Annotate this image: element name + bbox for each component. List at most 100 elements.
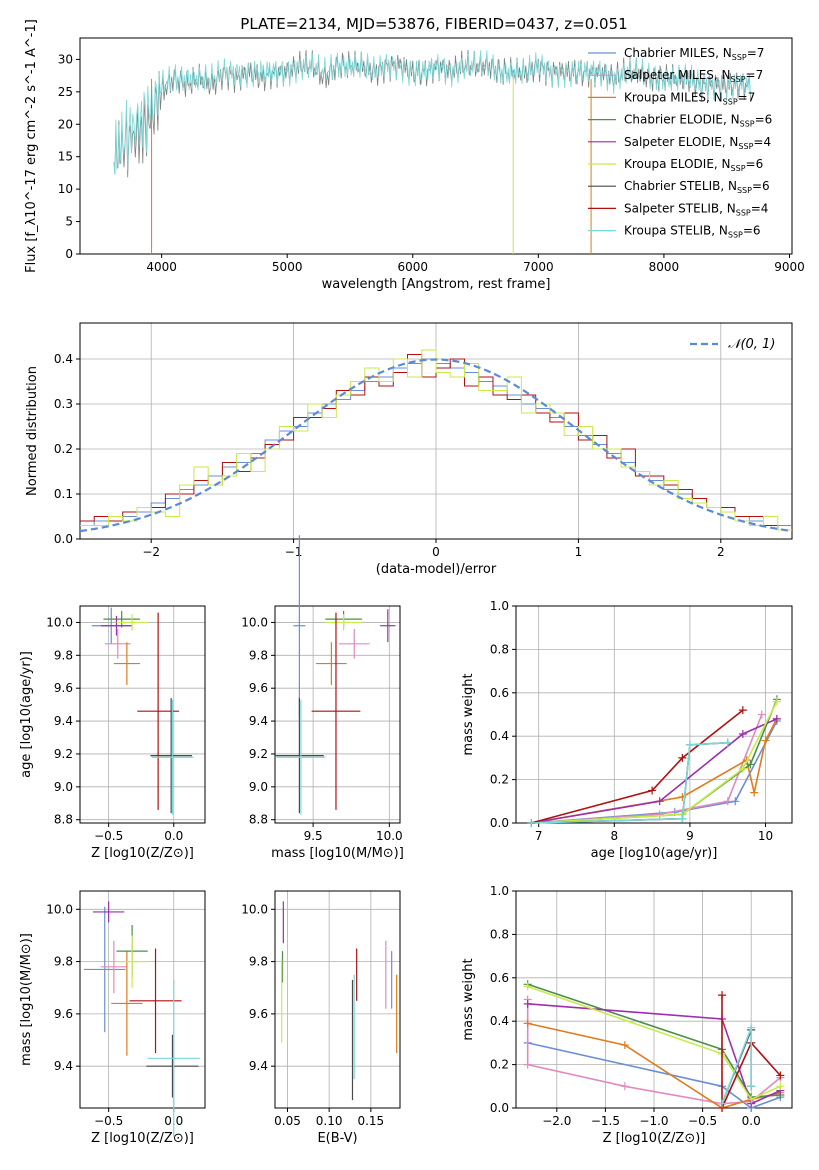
y-tick-label: 8.8 [249,813,268,827]
z-weight-panel: −2.0 −1.5 −1.0 −0.5 0.0 0.0 0.2 0.4 0.6 0.8 1.0 Z [… [461,884,793,1146]
z-mass-panel: −0.5 0.09.49.69.810.0Z [log10(Z/Z⊙)]mass … [19,890,206,1146]
axes-frame [274,890,401,1109]
axes-frame [274,605,401,824]
weight-line-salpeter-elodie-marker [772,714,781,723]
y-tick-label: 0.6 [490,971,509,985]
y-tick-label: 15 [58,150,73,164]
weight-line-kroupa-elodie-marker [523,982,532,991]
x-tick-label: 0.05 [274,1114,301,1128]
y-tick-label: 10.0 [241,615,268,629]
y-tick-label: 0.8 [490,642,509,656]
weight-line-kroupa-stelib-marker [747,1023,756,1032]
y-tick-label: 0.0 [490,816,509,830]
y-tick-label: 0.1 [54,487,73,501]
weight-line-salpeter-miles-marker [723,797,732,806]
y-tick-label: 9.8 [249,648,268,662]
y-axis-label: mass weight [461,958,476,1040]
weight-line-chabrier-miles-marker [731,797,740,806]
weight-line-kroupa-stelib-marker [747,1082,756,1091]
weight-line-kroupa-miles-marker [750,788,759,797]
y-tick-label: 0.0 [490,1101,509,1115]
y-tick-label: 0.2 [490,1058,509,1072]
y-tick-label: 9.8 [54,648,73,662]
weight-line-salpeter-stelib-marker [648,786,657,795]
x-tick-label: −0.5 [688,1114,717,1128]
y-tick-label: 10 [58,182,73,196]
y-tick-label: 10.0 [46,902,73,916]
legend-entry: Salpeter MILES, NSSP=7 [624,68,763,84]
legend-entry: Chabrier STELIB, NSSP=6 [624,179,770,195]
y-tick-label: 0 [65,247,73,261]
y-tick-label: 0.2 [490,773,509,787]
weight-line-salpeter-miles-marker [655,810,664,819]
y-tick-label: 30 [58,52,73,66]
x-tick-label: 9.5 [304,829,323,843]
x-tick-label: 0.0 [164,829,183,843]
spectrum-panel: 4000 5000 6000 7000 8000 9000 0 5 10 15 20 25 30 wave… [24,19,805,292]
x-tick-label: −2 [142,545,160,559]
weight-line-kroupa-stelib-marker [718,1099,727,1108]
legend-entry: Kroupa STELIB, NSSP=6 [624,224,761,240]
y-axis-label: Flux [f_λ10^-17 erg cm^-2 s^-1 A^-1] [24,19,39,273]
y-tick-label: 20 [58,117,73,131]
weight-line-salpeter-miles-marker [757,710,766,719]
weight-line-kroupa-stelib [531,741,728,824]
x-tick-label: −2.0 [542,1114,571,1128]
weight-line-salpeter-stelib-marker [678,753,687,762]
x-axis-label: Z [log10(Z/Z⊙)] [91,846,194,861]
weight-line-salpeter-stelib-marker [718,991,727,1000]
weight-line-kroupa-stelib-marker [527,819,536,827]
weight-line-kroupa-stelib-marker [685,740,694,749]
z-age-panel: −0.5 0.0 8.8 9.0 9.2 9.4 9.6 9.8 10.0 Z [log10(Z/… [19,605,206,861]
weight-line-kroupa-elodie-marker [747,1095,756,1104]
y-tick-label: 9.2 [249,747,268,761]
weight-line-chabrier-miles [527,1042,781,1109]
legend-entry: Salpeter STELIB, NSSP=4 [624,201,768,217]
legend-entry: Chabrier MILES, NSSP=7 [624,46,764,62]
x-tick-label: 0.10 [316,1114,343,1128]
weight-line-kroupa-miles-marker [620,1041,629,1050]
y-tick-label: 8.8 [54,813,73,827]
weight-line-salpeter-elodie-marker [523,999,532,1008]
residual-panel: −2 −1 0 1 2 0.0 0.1 0.2 0.3 0.4 (data-model)/error… [25,322,793,577]
weight-line-chabrier-elodie [527,983,781,1099]
weight-line-kroupa-miles-marker [761,736,770,745]
y-tick-label: 9.4 [249,1059,268,1073]
y-tick-label: 0.3 [54,397,73,411]
y-tick-label: 1.0 [490,599,509,613]
y-tick-label: 25 [58,85,73,99]
y-tick-label: 0.2 [54,442,73,456]
mass-age-panel: 9.5 10.0 8.8 9.0 9.2 9.4 9.6 9.8 10.0 mass [log10… [241,535,404,861]
x-tick-label: 10.0 [376,829,403,843]
x-tick-label: 9 [686,829,694,843]
y-tick-label: 1.0 [490,884,509,898]
y-tick-label: 10.0 [241,902,268,916]
weight-line-salpeter-elodie-marker [738,730,747,739]
legend-entry: Salpeter ELODIE, NSSP=4 [624,135,771,151]
weight-line-salpeter-elodie [530,718,778,824]
x-tick-label: −0.5 [94,829,123,843]
age-weight-panel: 7 8 9 10 0.0 0.2 0.4 0.6 0.8 1.0 age [log10(age/yr… [461,599,793,861]
y-tick-label: 0.4 [490,729,509,743]
histogram-kroupa-elodie [80,349,792,531]
y-tick-label: 10.0 [46,615,73,629]
x-tick-label: 10 [758,829,773,843]
y-tick-label: 9.8 [54,955,73,969]
x-tick-label: −1 [285,545,303,559]
y-tick-label: 9.0 [249,780,268,794]
legend-entry: Kroupa MILES, NSSP=7 [624,90,755,106]
weight-line-chabrier-stelib [531,741,728,824]
x-tick-label: 2 [717,545,725,559]
y-tick-label: 9.6 [54,681,73,695]
y-tick-label: 9.4 [54,714,73,728]
x-tick-label: 1 [575,545,583,559]
model-spectrum [113,50,751,175]
x-axis-label: (data-model)/error [376,562,497,577]
x-tick-label: 0 [432,545,440,559]
weight-line-salpeter-stelib [530,709,744,824]
x-tick-label: 0.15 [357,1114,384,1128]
y-tick-label: 9.0 [54,780,73,794]
x-axis-label: E(B-V) [317,1131,357,1146]
y-axis-label: Normed distribution [25,366,40,496]
